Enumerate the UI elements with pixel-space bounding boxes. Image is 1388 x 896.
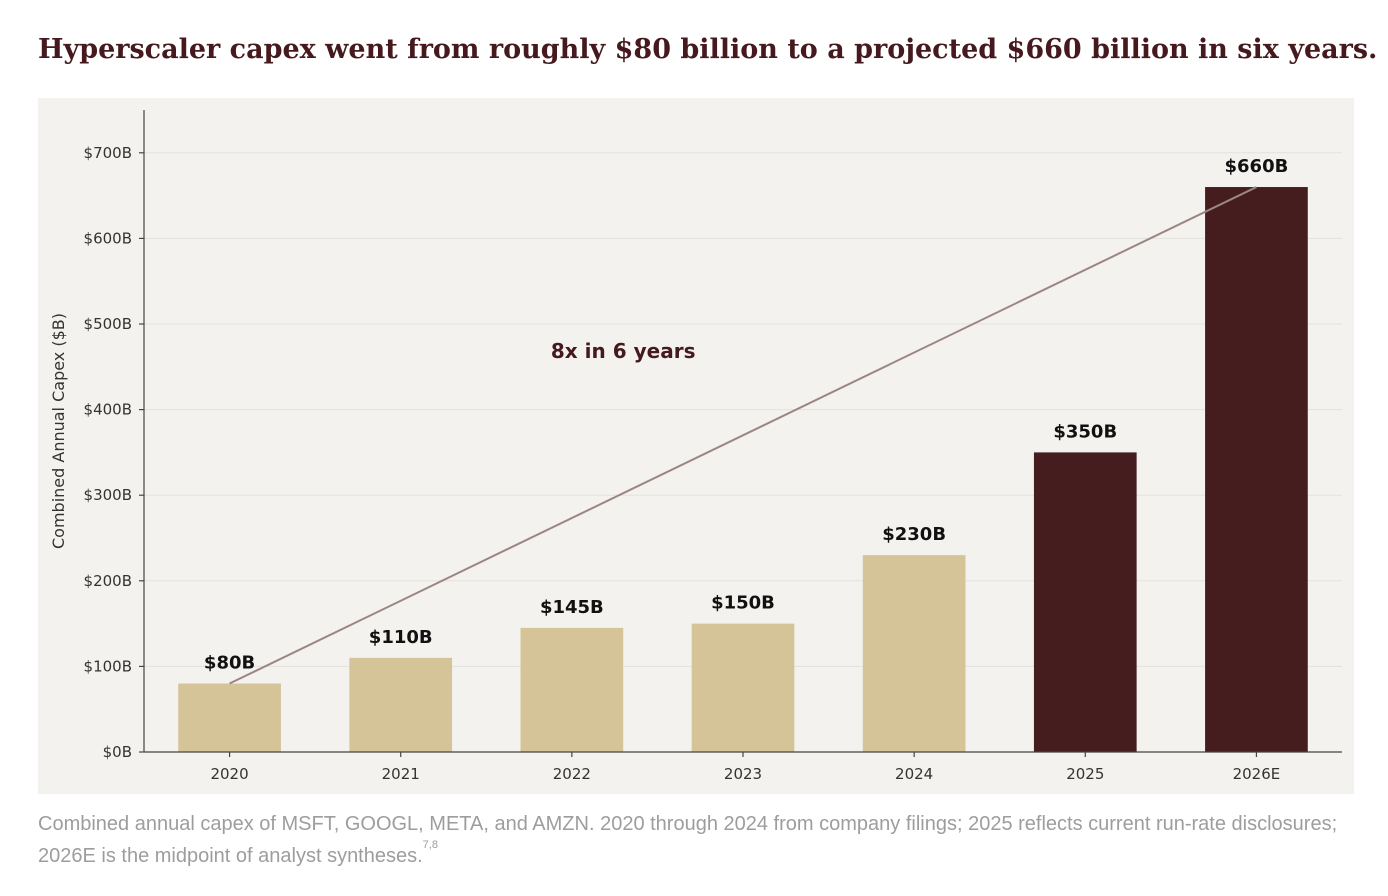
- bar-2020: [178, 683, 281, 752]
- y-tick-label: $100B: [84, 657, 132, 675]
- bar-2025: [1033, 452, 1137, 752]
- x-tick-label: 2021: [382, 765, 420, 783]
- y-tick-label: $400B: [84, 401, 132, 419]
- bar-value-label: $145B: [540, 597, 604, 618]
- x-tick-label: 2026E: [1233, 765, 1281, 783]
- page-title: Hyperscaler capex went from roughly $80 …: [38, 34, 1378, 65]
- capex-bar-chart: $0B $100B $200B $300B $400B $500B $600B $700B $8…: [49, 110, 1342, 783]
- bar-2026e: [1205, 187, 1308, 752]
- bar-value-label: $660B: [1225, 156, 1289, 177]
- y-axis-title: Combined Annual Capex ($B): [49, 313, 68, 549]
- x-tick-label: 2024: [895, 765, 933, 783]
- bar-2024: [862, 555, 966, 752]
- bar-value-label: $230B: [882, 524, 946, 545]
- bar-2021: [349, 657, 453, 752]
- caption-footnote-refs: 7,8: [422, 839, 438, 851]
- y-tick-label: $0B: [103, 743, 132, 761]
- y-tick-label: $300B: [84, 486, 132, 504]
- y-tick-label: $200B: [84, 572, 132, 590]
- bar-value-label: $80B: [204, 653, 255, 674]
- y-tick-label: $600B: [84, 229, 132, 247]
- caption-text: Combined annual capex of MSFT, GOOGL, ME…: [38, 813, 1338, 867]
- y-tick-label: $500B: [84, 315, 132, 333]
- bar-2022: [520, 627, 624, 752]
- trend-line: [229, 186, 1257, 685]
- bar-value-label: $150B: [711, 593, 775, 614]
- x-tick-label: 2025: [1066, 765, 1104, 783]
- chart-caption: Combined annual capex of MSFT, GOOGL, ME…: [38, 808, 1358, 872]
- x-tick-label: 2023: [724, 765, 762, 783]
- chart-panel: $0B $100B $200B $300B $400B $500B $600B $700B $8…: [38, 98, 1354, 794]
- bar-value-label: $350B: [1053, 421, 1117, 442]
- bar-value-label: $110B: [369, 627, 433, 648]
- bar-2023: [691, 623, 795, 752]
- y-tick-label: $700B: [84, 144, 132, 162]
- x-tick-label: 2020: [210, 765, 248, 783]
- growth-annotation: 8x in 6 years: [551, 339, 696, 363]
- x-tick-label: 2022: [553, 765, 591, 783]
